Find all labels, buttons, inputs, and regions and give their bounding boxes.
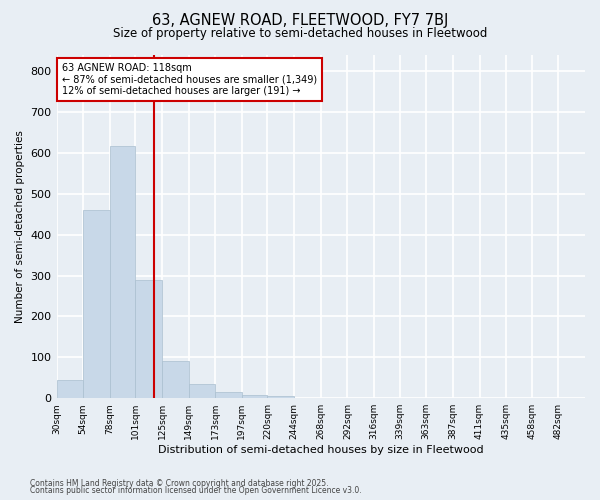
Bar [83,210,110,398]
Bar [215,392,242,398]
Bar [242,396,268,398]
Y-axis label: Number of semi-detached properties: Number of semi-detached properties [15,130,25,323]
Text: Contains HM Land Registry data © Crown copyright and database right 2025.: Contains HM Land Registry data © Crown c… [30,478,329,488]
Text: Contains public sector information licensed under the Open Government Licence v3: Contains public sector information licen… [30,486,362,495]
X-axis label: Distribution of semi-detached houses by size in Fleetwood: Distribution of semi-detached houses by … [158,445,484,455]
Bar [110,146,136,398]
Text: Size of property relative to semi-detached houses in Fleetwood: Size of property relative to semi-detach… [113,28,487,40]
Bar [268,396,294,398]
Bar [56,380,83,398]
Text: 63, AGNEW ROAD, FLEETWOOD, FY7 7BJ: 63, AGNEW ROAD, FLEETWOOD, FY7 7BJ [152,12,448,28]
Bar [136,280,162,398]
Text: 63 AGNEW ROAD: 118sqm
← 87% of semi-detached houses are smaller (1,349)
12% of s: 63 AGNEW ROAD: 118sqm ← 87% of semi-deta… [62,63,317,96]
Bar [162,360,188,398]
Bar [188,384,215,398]
